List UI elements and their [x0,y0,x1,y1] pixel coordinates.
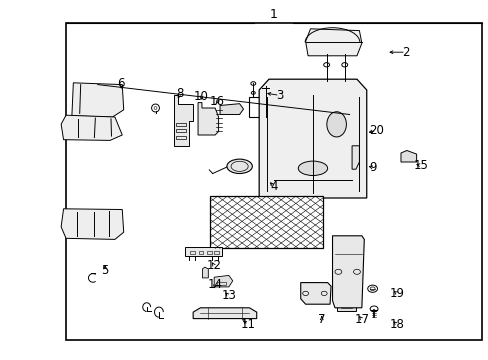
Polygon shape [300,283,330,304]
Polygon shape [198,103,218,135]
Bar [207,251,212,254]
Text: 1: 1 [269,8,277,21]
Bar [189,251,194,254]
Text: 4: 4 [269,180,277,193]
Bar [210,196,322,248]
Polygon shape [332,236,364,308]
Polygon shape [202,267,208,278]
Polygon shape [214,275,232,287]
Bar [176,129,185,132]
Text: 9: 9 [368,161,376,174]
Polygon shape [220,104,243,114]
Text: 16: 16 [210,95,224,108]
Polygon shape [173,95,193,146]
Bar [249,97,274,117]
Text: 11: 11 [241,318,255,331]
Polygon shape [61,115,122,140]
Bar [214,251,219,254]
Bar [66,23,481,340]
Bar [217,282,225,285]
Text: 6: 6 [117,77,125,90]
Text: 8: 8 [176,87,183,100]
Text: 14: 14 [207,278,222,291]
Text: 5: 5 [101,264,109,277]
Polygon shape [337,301,355,311]
Text: 10: 10 [194,90,208,103]
Text: 13: 13 [221,289,236,302]
Polygon shape [61,209,123,239]
Bar [176,123,185,126]
Text: 15: 15 [413,159,428,172]
Polygon shape [184,247,221,256]
Polygon shape [400,150,416,162]
Text: 2: 2 [401,46,409,59]
Polygon shape [351,146,359,169]
Bar [198,251,203,254]
Text: 12: 12 [206,259,221,272]
Text: 20: 20 [368,124,383,137]
Text: 17: 17 [354,313,368,326]
Polygon shape [193,308,256,319]
Polygon shape [259,79,366,198]
Text: 3: 3 [275,89,283,102]
Polygon shape [305,29,361,56]
Ellipse shape [226,159,252,174]
Polygon shape [72,83,123,117]
Text: 7: 7 [317,313,325,326]
Bar [176,136,185,139]
Ellipse shape [298,161,327,175]
Text: 18: 18 [389,318,404,331]
Ellipse shape [326,112,346,137]
Text: 19: 19 [389,287,404,300]
